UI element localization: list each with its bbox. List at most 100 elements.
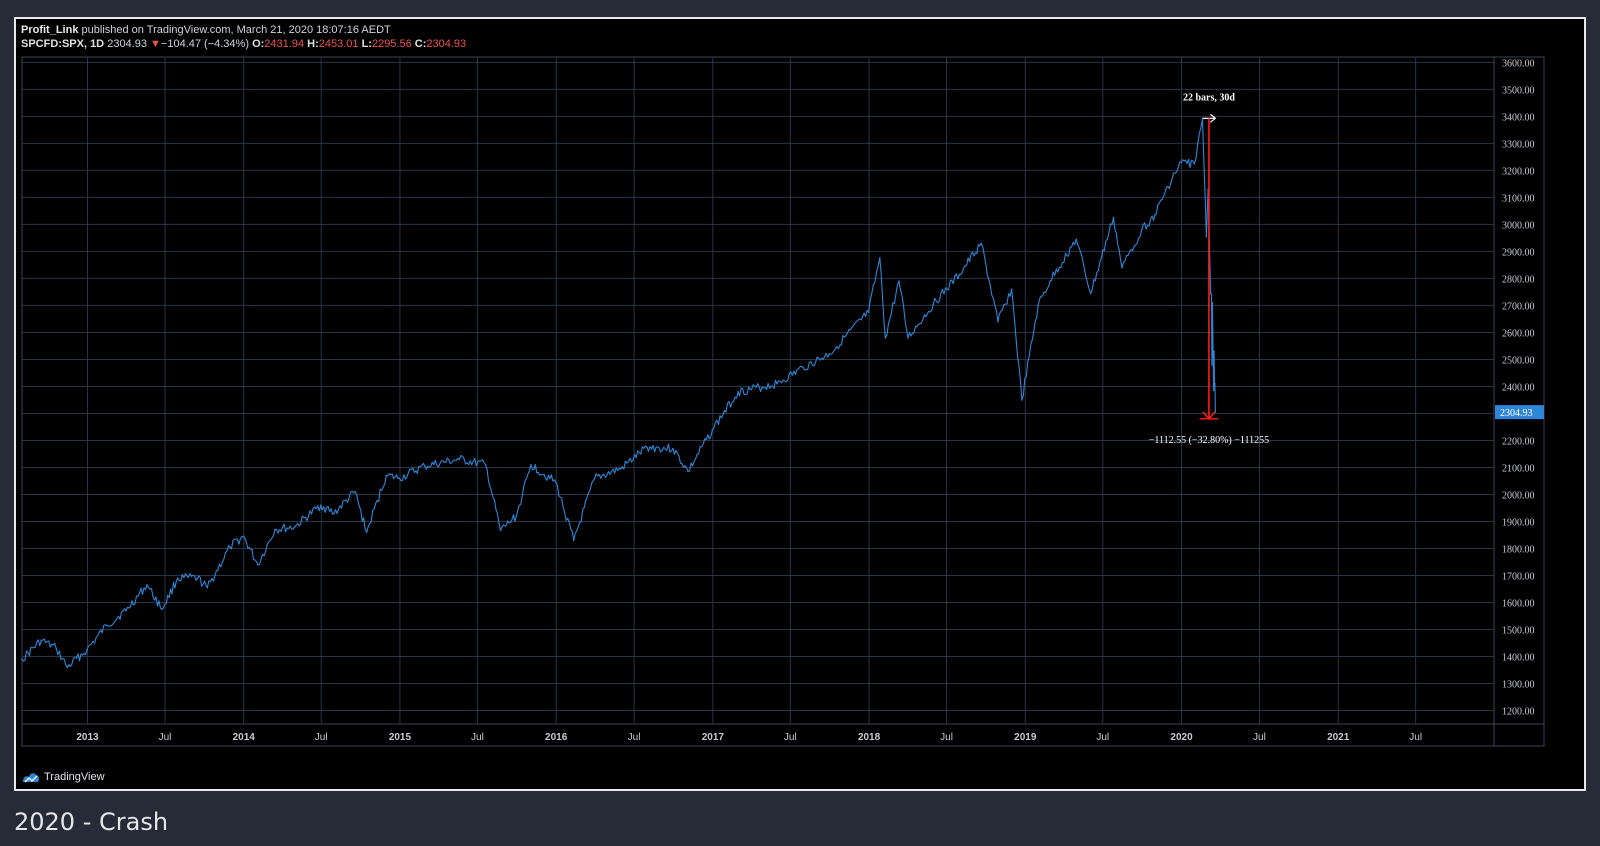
x-tick-label: 2018 [858,732,881,743]
y-tick-label: 3400.00 [1502,112,1535,123]
y-tick-label: 1900.00 [1502,517,1535,528]
last-price-label: 2304.93 [1500,408,1533,419]
y-tick-label: 3300.00 [1502,139,1535,150]
y-tick-label: 3500.00 [1502,85,1535,96]
y-tick-label: 3000.00 [1502,220,1535,231]
data-point [21,658,23,660]
data-point [146,584,148,586]
data-point [1121,266,1123,269]
data-point [484,463,487,466]
tradingview-logo-icon [23,773,40,783]
x-tick-label: Jul [315,732,328,743]
data-point [398,477,401,480]
chart-header: Profit_Link published on TradingView.com… [21,23,466,51]
close-value: 2304.93 [426,38,467,50]
measure-right-arrow-icon [1209,113,1217,123]
y-tick-label: 2200.00 [1502,436,1535,447]
x-tick-label: 2020 [1170,732,1193,743]
down-arrow-icon: ▼ [150,38,161,50]
data-point [646,446,648,449]
data-point [125,609,127,612]
y-tick-label: 1400.00 [1502,652,1535,663]
data-point [1213,385,1216,388]
x-tick-label: 2015 [389,732,412,743]
open-value: 2431.94 [264,38,305,50]
data-point [1212,389,1215,392]
price-line [21,118,1216,668]
publish-info: published on TradingView.com, March 21, … [81,24,391,36]
publish-line: Profit_Link published on TradingView.com… [21,23,466,37]
data-point [554,481,557,484]
data-point [711,428,714,431]
plot-border [21,56,1545,747]
data-point [1021,399,1023,401]
y-tick-label: 1600.00 [1502,598,1535,609]
y-tick-label: 2800.00 [1502,274,1535,285]
y-tick-label: 2100.00 [1502,463,1535,474]
data-point [86,648,88,651]
data-point [802,366,804,369]
data-point [354,490,356,493]
brand[interactable]: TradingView [22,771,105,783]
y-tick-label: 1700.00 [1502,571,1535,582]
data-point [672,447,674,450]
data-point [878,257,881,259]
data-point [907,337,909,339]
y-tick-label: 2900.00 [1502,247,1535,258]
data-point [1211,301,1214,304]
y-tick-label: 1200.00 [1502,706,1535,717]
low-value: 2295.56 [371,38,412,50]
measure-bottom-label: −1112.55 (−32.80%) −111255 [1149,435,1269,446]
x-tick-label: 2017 [702,732,725,743]
data-point [737,391,739,393]
y-tick-label: 3200.00 [1502,166,1535,177]
data-point [1180,161,1182,164]
brand-name: TradingView [44,771,105,783]
data-point [980,242,983,245]
y-tick-label: 2700.00 [1502,301,1535,312]
data-point [423,465,426,467]
caption: 2020 - Crash [14,808,169,836]
data-point [196,577,199,579]
x-tick-label: Jul [159,732,172,743]
y-tick-label: 1800.00 [1502,544,1535,555]
x-tick-label: Jul [1096,732,1109,743]
data-point [229,546,231,548]
price-chart[interactable]: 1200.00 1300.00 1400.00 1500.00 1600.00 1700.… [16,19,1584,789]
data-point [1193,162,1196,165]
price-change: −104.47 (−4.34%) [160,38,249,50]
data-point [1154,214,1156,216]
data-point [1205,235,1208,238]
data-point [293,526,296,528]
open-label: O: [252,38,265,50]
high-value: 2453.01 [318,38,359,50]
data-point [177,577,179,579]
data-point [515,515,518,517]
data-point [1209,292,1212,295]
data-point [105,624,108,627]
data-point [1112,216,1115,219]
y-tick-label: 1500.00 [1502,625,1535,636]
data-point [499,529,502,532]
close-label: C: [414,38,427,50]
y-tick-label: 1300.00 [1502,679,1535,690]
data-point [1089,292,1092,295]
x-tick-label: 2021 [1327,732,1350,743]
data-point [1213,350,1215,353]
y-tick-label: 2400.00 [1502,382,1535,393]
low-label: L: [361,38,372,50]
data-point [1010,288,1013,291]
y-tick-label: 3600.00 [1502,58,1535,69]
data-point [898,280,900,282]
data-point [55,647,58,650]
last-price-badge [1495,405,1544,420]
data-point [1140,229,1143,231]
data-point [206,586,209,589]
ohlc-line: SPCFD:SPX, 1D 2304.93 ▼−104.47 (−4.34%) … [21,37,466,51]
data-point [593,477,596,480]
x-tick-label: 2016 [545,732,568,743]
data-point [1167,185,1169,188]
author-name[interactable]: Profit_Link [21,24,79,36]
x-tick-label: Jul [784,732,797,743]
data-point [1037,304,1039,307]
